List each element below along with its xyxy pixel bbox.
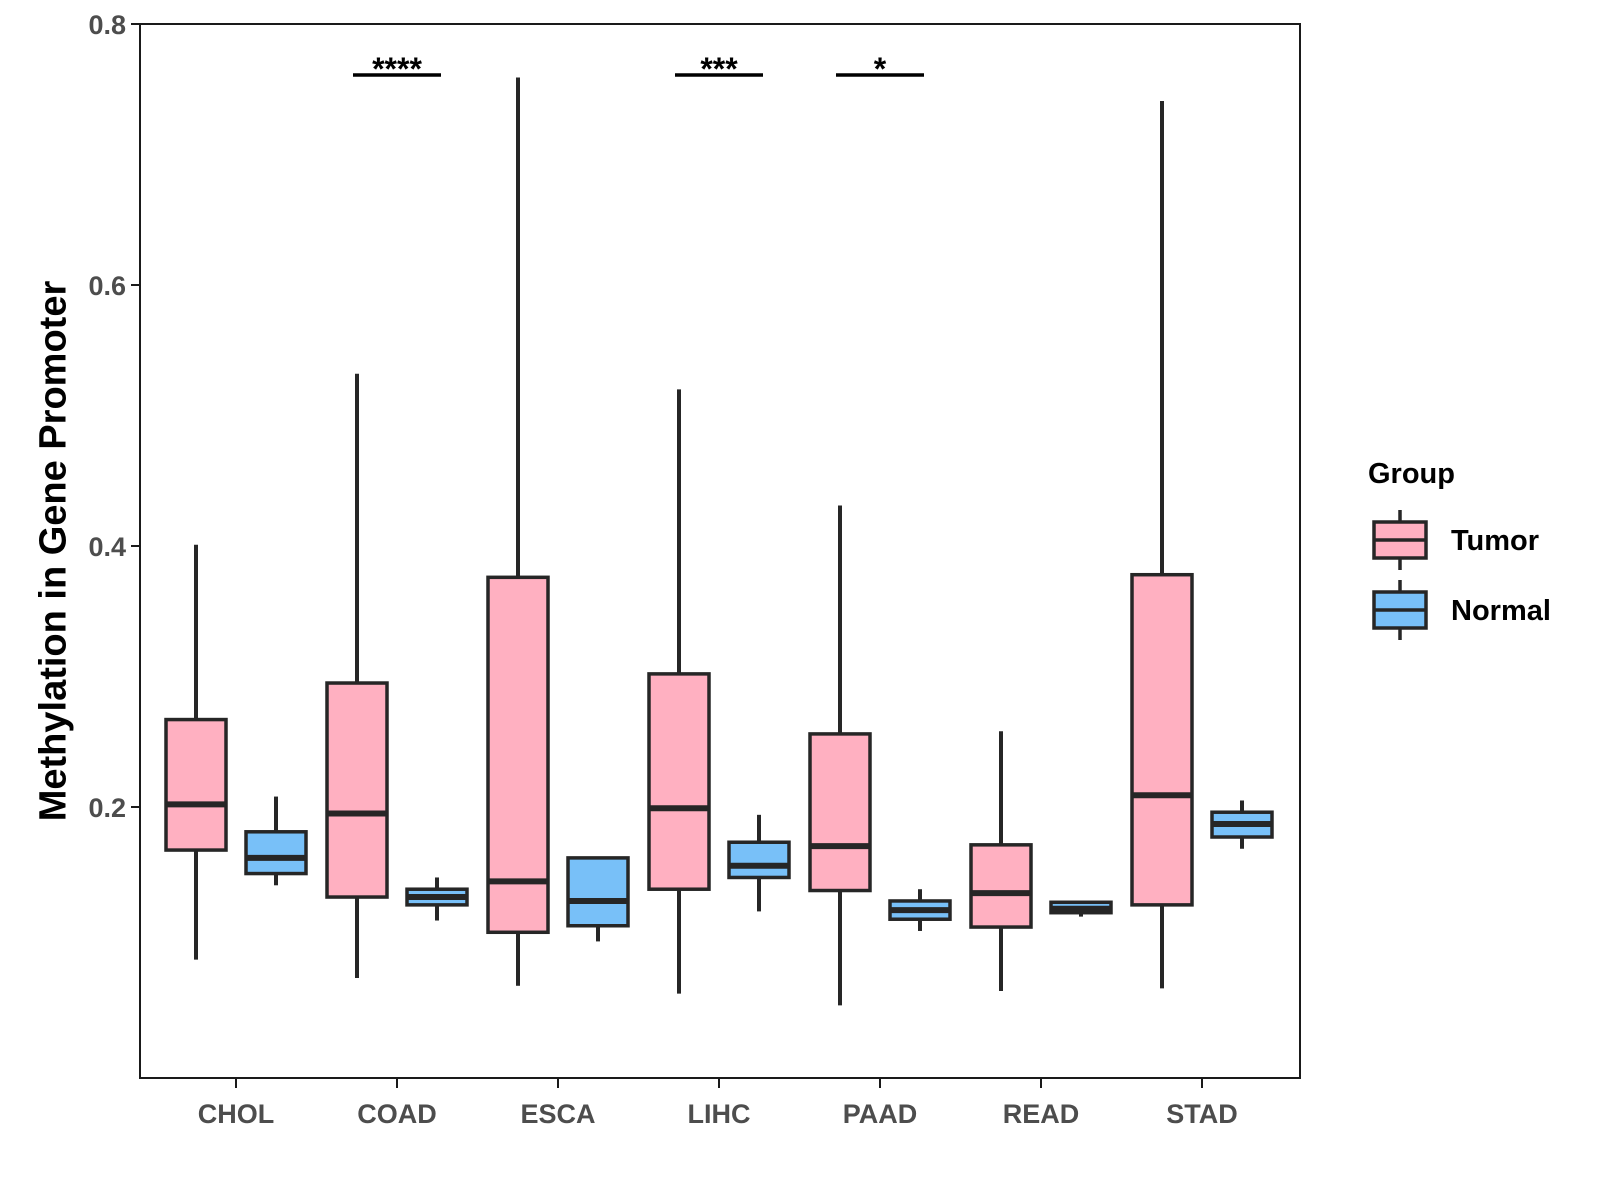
significance-annotations: **** *** * [353, 51, 924, 87]
box-normal-paad [888, 889, 952, 931]
box-tumor-stad [1130, 100, 1194, 989]
y-axis: 0.2 0.4 0.6 0.8 [88, 10, 140, 823]
x-tick-label-coad: COAD [357, 1099, 437, 1129]
box-iqr [727, 840, 791, 880]
sig-label-paad: * [874, 51, 887, 87]
y-axis-title: Methylation in Gene Promoter [32, 281, 74, 822]
box-iqr [566, 856, 630, 928]
x-axis: CHOL COAD ESCA LIHC PAAD READ STAD [198, 1078, 1238, 1129]
y-tick-label-0.6: 0.6 [88, 271, 126, 301]
box-iqr [244, 830, 308, 876]
legend-label-tumor: Tumor [1451, 525, 1539, 557]
box-tumor-paad [808, 505, 872, 1006]
box-normal-read [1049, 900, 1113, 917]
sig-label-coad: **** [372, 51, 422, 87]
box-iqr [1130, 572, 1194, 907]
y-tick-label-0.4: 0.4 [88, 532, 126, 562]
box-normal-coad [405, 877, 469, 921]
box-normal-stad [1210, 800, 1274, 849]
y-tick-label-0.2: 0.2 [88, 793, 126, 823]
box-tumor-esca [486, 77, 550, 986]
legend-title: Group [1368, 458, 1455, 490]
box-normal-esca [566, 856, 630, 942]
legend-entry-tumor: Tumor [1372, 510, 1539, 570]
x-tick-label-read: READ [1003, 1099, 1080, 1129]
box-iqr [647, 672, 711, 891]
box-normal-lihc [727, 814, 791, 912]
box-iqr [164, 717, 228, 852]
legend: Group Tumor Normal [1368, 458, 1551, 640]
sig-label-lihc: *** [700, 51, 738, 87]
plot-marks [164, 77, 1274, 1006]
box-tumor-chol [164, 544, 228, 960]
box-iqr [486, 575, 550, 935]
box-normal-chol [244, 796, 308, 886]
y-tick-label-0.8: 0.8 [88, 10, 126, 40]
x-tick-label-stad: STAD [1166, 1099, 1238, 1129]
x-tick-label-esca: ESCA [520, 1099, 595, 1129]
box-tumor-coad [325, 373, 389, 978]
legend-entry-normal: Normal [1372, 580, 1551, 640]
box-tumor-read [969, 731, 1033, 992]
box-tumor-lihc [647, 389, 711, 994]
x-tick-label-lihc: LIHC [688, 1099, 751, 1129]
legend-label-normal: Normal [1451, 595, 1551, 627]
x-tick-label-paad: PAAD [843, 1099, 918, 1129]
box-iqr [808, 732, 872, 893]
box-iqr [325, 681, 389, 899]
box-iqr [969, 843, 1033, 929]
x-tick-label-chol: CHOL [198, 1099, 275, 1129]
